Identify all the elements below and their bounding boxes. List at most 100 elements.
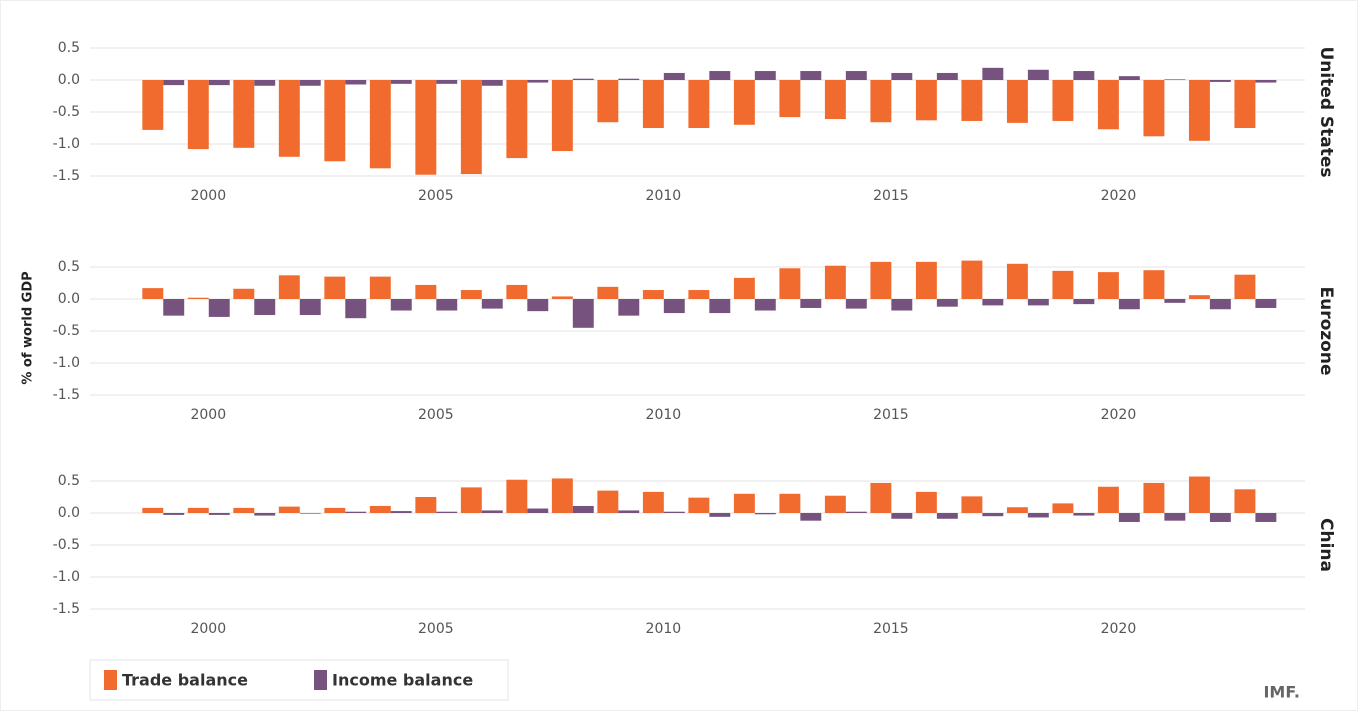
bar [187,507,209,513]
bar [436,511,458,513]
y-tick-label: -1.5 [53,601,80,617]
y-tick-label: 0.5 [58,473,80,489]
bar [324,276,346,299]
bar [278,80,300,157]
bar [915,80,937,121]
bar [415,284,437,299]
bar [506,284,528,299]
bar [142,507,164,513]
x-tick-label: 2000 [190,188,226,204]
bar [254,299,276,315]
bar [845,511,867,513]
bar [415,80,437,175]
bar [870,80,892,123]
bar [961,80,983,121]
bar [800,513,822,521]
bar [572,78,594,80]
legend-swatch [314,670,327,690]
bar [1143,80,1165,137]
bar [642,290,664,299]
y-axis-label: % of world GDP [21,271,36,384]
y-tick-label: 0.5 [58,259,80,275]
x-tick-label: 2005 [418,407,454,423]
x-tick-label: 2020 [1101,407,1137,423]
bar [779,493,801,513]
bar [688,497,710,513]
x-tick-label: 2020 [1101,621,1137,637]
source: IMF. [1263,683,1300,702]
bar [1073,513,1095,516]
bar [527,299,549,312]
bar [1188,476,1210,513]
bar [891,299,913,311]
bar [481,80,503,86]
bar [1164,79,1186,80]
bar [1097,80,1119,130]
bar [163,299,185,316]
bar [915,261,937,299]
bar [345,299,367,319]
bar [618,78,640,80]
bar [1209,80,1231,82]
bar [163,513,185,515]
bar [688,290,710,299]
y-tick-label: -0.5 [53,537,80,553]
bar [278,275,300,299]
bar [982,67,1004,80]
bar [1006,80,1028,123]
bar [506,80,528,159]
bar [415,497,437,513]
bar [982,299,1004,306]
bar [1164,299,1186,303]
bar [233,288,255,299]
bar [369,505,391,513]
x-tick-label: 2005 [418,188,454,204]
x-tick-label: 2015 [873,407,909,423]
bar [961,496,983,513]
bar [390,511,412,513]
bar [506,479,528,513]
bar [709,299,731,314]
y-tick-label: 0.0 [58,505,80,521]
x-tick-label: 2000 [190,407,226,423]
bar [642,80,664,128]
bar [663,511,685,513]
bar [1073,299,1095,305]
bar [936,299,958,307]
x-tick-label: 2005 [418,621,454,637]
x-tick-label: 2010 [646,188,682,204]
bar [345,511,367,513]
bar [663,72,685,80]
y-tick-label: -1.0 [53,355,80,371]
bar [709,71,731,80]
bar [460,487,482,513]
bar [390,80,412,84]
x-tick-label: 2015 [873,188,909,204]
bar [187,297,209,299]
bar [1006,507,1028,513]
bar [779,268,801,299]
bar [1164,513,1186,521]
legend-swatch [104,670,117,690]
panel-label: United States [1316,46,1336,177]
bar [824,80,846,120]
bar [278,506,300,513]
bar [688,80,710,128]
bar [1188,295,1210,299]
y-tick-label: -1.5 [53,168,80,184]
y-tick-label: 0.0 [58,291,80,307]
bar [233,80,255,148]
bar [597,80,619,123]
bar [663,299,685,314]
y-tick-label: -1.0 [53,136,80,152]
bar [915,491,937,513]
bar [142,288,164,299]
legend-label: Income balance [332,671,473,690]
bar [481,299,503,309]
bar [436,299,458,311]
bar [208,513,230,515]
bar [572,299,594,328]
bar [1097,272,1119,299]
bar [1234,80,1256,128]
